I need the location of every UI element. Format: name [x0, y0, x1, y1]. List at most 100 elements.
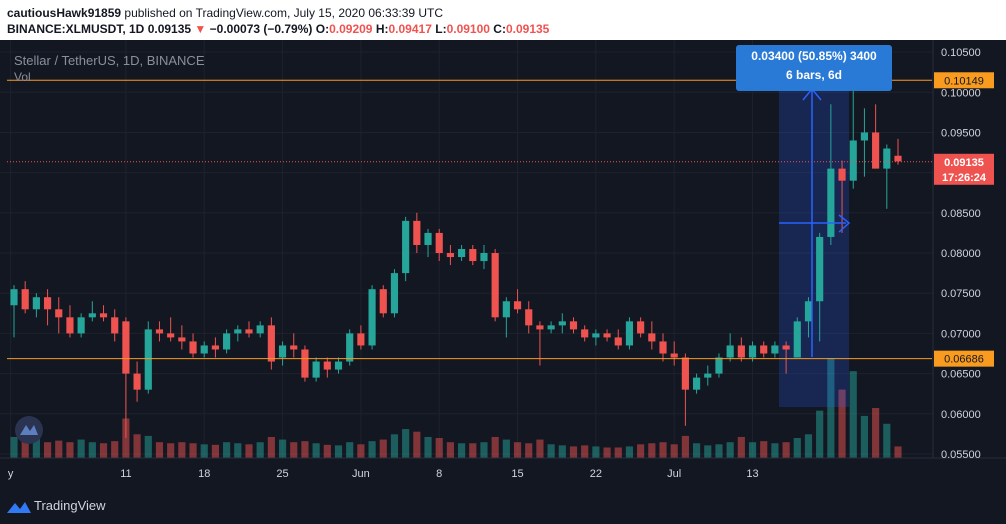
x-tick-label: Jul — [667, 468, 681, 480]
volume-bar — [715, 444, 723, 458]
publish-line: cautiousHawk91859 published on TradingVi… — [7, 6, 443, 20]
candle-body — [816, 236, 824, 302]
candle-body — [334, 361, 343, 370]
volume-bar — [223, 442, 231, 458]
volume-bar — [155, 442, 164, 458]
x-tick-label: 22 — [590, 468, 602, 480]
candle-body — [368, 289, 376, 346]
candle-body — [737, 345, 745, 358]
candle-body — [614, 337, 622, 346]
candle-body — [569, 321, 578, 330]
candle-body — [402, 220, 410, 274]
candle-body — [390, 273, 399, 314]
volume-bar — [547, 444, 555, 458]
volume-bar — [122, 418, 130, 458]
change-arrow-icon: ▼ — [194, 22, 207, 36]
candle-body — [278, 345, 287, 358]
candle-body — [883, 148, 891, 169]
volume-bar — [536, 439, 544, 458]
volume-bar — [111, 441, 119, 458]
candle-body — [446, 253, 454, 258]
candle-body — [793, 321, 801, 358]
candle-body — [536, 325, 544, 330]
candle-body — [782, 345, 790, 350]
volume-bar — [446, 442, 454, 458]
open-value: 0.09209 — [329, 22, 373, 36]
last-price: 0.09135 — [147, 22, 192, 36]
volume-bar — [133, 434, 141, 458]
volume-bar — [860, 415, 869, 458]
candle-body — [771, 345, 779, 354]
footer-brand[interactable]: TradingView — [34, 498, 106, 513]
measure-range — [779, 87, 849, 407]
author-name[interactable]: cautiousHawk91859 — [7, 6, 122, 20]
price-chart[interactable]: 0.03400 (50.85%) 3400 6 bars, 6d Stellar… — [0, 40, 1006, 490]
candle-body — [234, 329, 242, 334]
y-tick-label: 0.08500 — [941, 208, 981, 220]
measure-tooltip: 0.03400 (50.85%) 3400 6 bars, 6d — [736, 45, 892, 91]
volume-bar — [88, 442, 96, 458]
volume-bar — [178, 442, 186, 458]
volume-bar — [234, 443, 242, 458]
lower-line-tag: 0.06686 — [944, 354, 984, 366]
tradingview-logo-icon[interactable] — [6, 498, 32, 516]
volume-bar — [357, 444, 365, 458]
high-value: 0.09417 — [388, 22, 432, 36]
candle-body — [43, 297, 52, 310]
volume-bar — [435, 438, 443, 458]
chart-legend-title: Stellar / TetherUS, 1D, BINANCE — [14, 53, 205, 68]
volume-bar — [838, 389, 846, 458]
volume-bar — [55, 440, 63, 458]
upper-line-tag: 0.10149 — [944, 75, 984, 87]
candle-body — [704, 373, 712, 378]
volume-bar — [480, 442, 488, 458]
candle-body — [10, 289, 18, 306]
candle-body — [581, 329, 589, 338]
candle-body — [648, 333, 656, 342]
candle-body — [189, 341, 197, 354]
candle-body — [200, 345, 208, 354]
volume-bar — [290, 442, 298, 458]
volume-bar — [21, 439, 29, 458]
volume-bar — [872, 408, 880, 458]
volume-bar — [491, 436, 499, 458]
volume-bar — [278, 439, 287, 458]
volume-bar — [334, 445, 343, 458]
candle-body — [301, 349, 309, 378]
candle-body — [458, 249, 466, 258]
x-tick-label: y — [8, 468, 14, 480]
volume-bar — [693, 443, 701, 458]
volume-bar — [614, 447, 622, 458]
volume-bar — [379, 439, 387, 458]
x-tick-label: 13 — [746, 468, 758, 480]
volume-bar — [144, 435, 152, 458]
volume-bar — [424, 436, 432, 458]
candle-body — [223, 333, 231, 350]
volume-bar — [760, 441, 768, 458]
volume-bar — [469, 443, 477, 458]
x-tick-label: 8 — [436, 468, 442, 480]
volume-bar — [816, 410, 824, 458]
volume-bar — [782, 442, 790, 458]
candle-body — [659, 341, 667, 354]
volume-bars — [10, 358, 902, 458]
volume-bar — [603, 447, 611, 458]
high-label: H: — [375, 22, 389, 36]
volume-bar — [167, 443, 175, 458]
x-tick-label: 25 — [276, 468, 288, 480]
volume-bar — [189, 443, 197, 458]
x-tick-label: 15 — [511, 468, 523, 480]
x-tick-label: 18 — [198, 468, 210, 480]
volume-bar — [211, 444, 219, 458]
candle-body — [827, 168, 835, 237]
publish-header: cautiousHawk91859 published on TradingVi… — [0, 0, 1006, 40]
candle-body — [748, 345, 757, 358]
candle-body — [849, 140, 857, 181]
candle-body — [804, 301, 813, 322]
candle-body — [480, 253, 488, 262]
volume-bar — [592, 446, 600, 458]
volume-bar — [737, 436, 745, 458]
volume-bar — [458, 443, 466, 458]
candle-body — [670, 353, 678, 358]
volume-bar — [804, 434, 813, 458]
